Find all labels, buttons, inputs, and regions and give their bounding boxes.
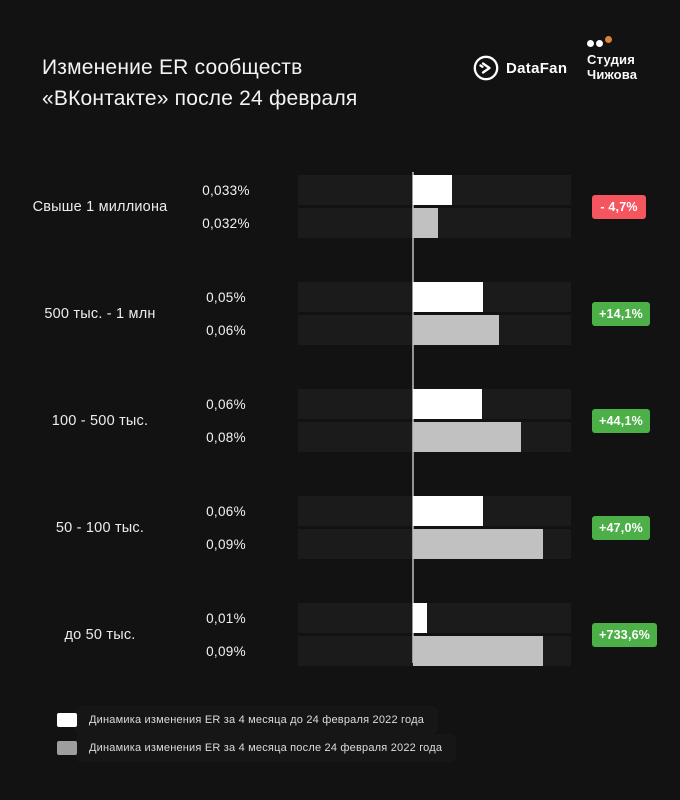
bar-before bbox=[413, 496, 483, 526]
studio-dot-white-2 bbox=[596, 40, 603, 47]
page-title: Изменение ER сообществ «ВКонтакте» после… bbox=[42, 52, 357, 114]
studio-dot-white-1 bbox=[587, 40, 594, 47]
studio-chizhova-logo: Студия Чижова bbox=[587, 35, 637, 82]
chart-row-100k-500k: 100 - 500 тыс. 0,06% 0,08% +44,1% bbox=[0, 389, 680, 452]
bar-track-after bbox=[298, 422, 571, 452]
change-badge: - 4,7% bbox=[592, 194, 646, 219]
value-before: 0,033% bbox=[202, 182, 250, 198]
bar-track-before bbox=[298, 175, 571, 205]
bar-track-after bbox=[298, 315, 571, 345]
bar-track-after bbox=[298, 208, 571, 238]
datafan-logo: DataFan bbox=[473, 54, 567, 82]
bar-before bbox=[413, 282, 483, 312]
bar-after bbox=[413, 208, 438, 238]
category-label: до 50 тыс. bbox=[64, 626, 136, 643]
datafan-circle-arrow-icon bbox=[473, 55, 499, 81]
bar-before bbox=[413, 603, 427, 633]
legend-swatch-before bbox=[57, 713, 77, 727]
legend-swatch-after bbox=[57, 741, 77, 755]
category-label: 50 - 100 тыс. bbox=[55, 519, 145, 536]
bar-track-after bbox=[298, 529, 571, 559]
chart-row-under-50k: до 50 тыс. 0,01% 0,09% +733,6% bbox=[0, 603, 680, 666]
value-before: 0,06% bbox=[206, 396, 246, 412]
chart-row-500k-1m: 500 тыс. - 1 млн 0,05% 0,06% +14,1% bbox=[0, 282, 680, 345]
bar-track-before bbox=[298, 496, 571, 526]
datafan-label: DataFan bbox=[506, 59, 568, 77]
change-badge: +47,0% bbox=[592, 515, 650, 540]
value-after: 0,08% bbox=[206, 429, 246, 445]
change-badge: +733,6% bbox=[592, 622, 658, 647]
studio-dots-icon bbox=[587, 35, 637, 47]
bar-track-after bbox=[298, 636, 571, 666]
studio-name: Студия Чижова bbox=[587, 52, 637, 82]
change-badge: +14,1% bbox=[592, 301, 650, 326]
legend-label-after: Динамика изменения ER за 4 месяца после … bbox=[89, 742, 443, 754]
title-line-1: Изменение ER сообществ bbox=[42, 56, 303, 79]
value-before: 0,05% bbox=[206, 289, 246, 305]
legend-row-before: Динамика изменения ER за 4 месяца до 24 … bbox=[45, 707, 424, 733]
bar-after bbox=[413, 422, 521, 452]
value-after: 0,06% bbox=[206, 322, 246, 338]
chart-row-over-1m: Свыше 1 миллиона 0,033% 0,032% - 4,7% bbox=[0, 175, 680, 238]
category-label: 100 - 500 тыс. bbox=[51, 412, 149, 429]
bar-before bbox=[413, 389, 482, 419]
value-before: 0,06% bbox=[206, 503, 246, 519]
value-after: 0,09% bbox=[206, 643, 246, 659]
legend-label-before: Динамика изменения ER за 4 месяца до 24 … bbox=[89, 714, 425, 726]
change-badge: +44,1% bbox=[592, 408, 650, 433]
studio-dot-orange bbox=[605, 36, 612, 43]
bar-after bbox=[413, 315, 499, 345]
title-line-2: «ВКонтакте» после 24 февраля bbox=[42, 87, 358, 110]
bar-track-before bbox=[298, 282, 571, 312]
value-after: 0,032% bbox=[202, 215, 250, 231]
bar-after bbox=[413, 529, 543, 559]
category-label: 500 тыс. - 1 млн bbox=[44, 305, 156, 322]
value-before: 0,01% bbox=[206, 610, 246, 626]
bar-track-before bbox=[298, 603, 571, 633]
chart-row-50k-100k: 50 - 100 тыс. 0,06% 0,09% +47,0% bbox=[0, 496, 680, 559]
bar-after bbox=[413, 636, 543, 666]
studio-name-line-2: Чижова bbox=[587, 67, 638, 82]
legend-row-after: Динамика изменения ER за 4 месяца после … bbox=[45, 735, 442, 761]
value-after: 0,09% bbox=[206, 536, 246, 552]
bar-before bbox=[413, 175, 452, 205]
category-label: Свыше 1 миллиона bbox=[32, 198, 168, 215]
studio-name-line-1: Студия bbox=[587, 52, 636, 67]
bar-track-before bbox=[298, 389, 571, 419]
